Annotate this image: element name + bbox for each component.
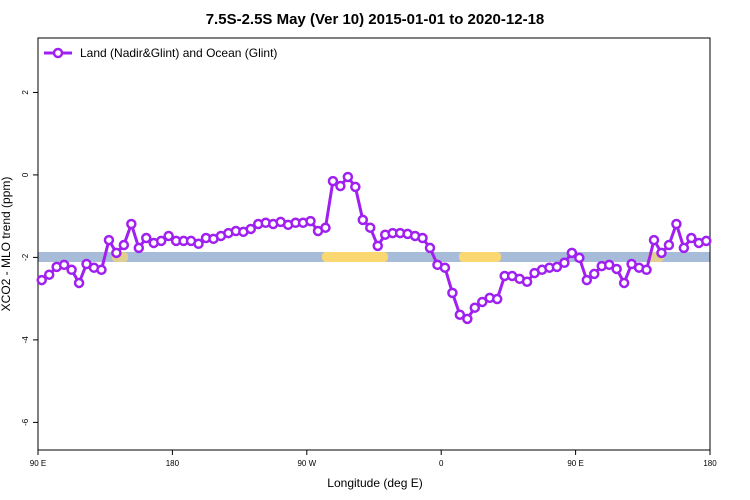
data-point (491, 293, 503, 305)
data-point (462, 313, 473, 325)
data-point (372, 240, 383, 252)
data-point (566, 247, 578, 259)
data-point (589, 268, 600, 280)
data-point (574, 252, 585, 264)
land-segment (322, 252, 388, 262)
data-point (126, 218, 137, 230)
data-point (656, 247, 667, 259)
data-point (350, 181, 361, 193)
data-point (66, 264, 77, 276)
data-point (551, 261, 563, 273)
y-tick-label: 0 (21, 172, 30, 177)
x-tick-label: 90 W (297, 459, 316, 468)
data-point (447, 287, 458, 299)
data-point (163, 230, 174, 242)
data-point (342, 171, 354, 183)
data-point (454, 309, 466, 320)
x-axis-label: Longitude (deg E) (327, 476, 422, 490)
x-tick-label: 90 E (30, 459, 46, 468)
x-tick-label: 180 (166, 459, 180, 468)
data-point (581, 274, 593, 286)
data-point (73, 277, 85, 289)
chart-title: 7.5S-2.5S May (Ver 10) 2015-01-01 to 202… (206, 11, 545, 28)
data-point (193, 238, 204, 250)
data-point (103, 234, 115, 246)
data-point (663, 239, 675, 251)
legend-label: Land (Nadir&Glint) and Ocean (Glint) (80, 46, 277, 60)
data-point (327, 175, 339, 187)
x-tick-label: 180 (703, 459, 717, 468)
y-tick-label: -2 (21, 253, 30, 261)
data-point (439, 262, 451, 273)
data-point (305, 215, 316, 227)
data-point (118, 239, 130, 251)
data-point (417, 232, 428, 244)
data-point (133, 242, 145, 254)
data-point (96, 264, 107, 276)
data-point (686, 232, 697, 244)
land-segment (459, 252, 501, 262)
data-point (671, 218, 682, 230)
data-point (477, 296, 488, 308)
data-point (320, 222, 331, 233)
data-point (559, 257, 570, 269)
data-point (678, 242, 690, 254)
x-tick-label: 0 (439, 459, 444, 468)
data-point (357, 214, 369, 226)
data-point (641, 264, 652, 276)
data-point (58, 259, 70, 271)
data-point (365, 222, 376, 233)
y-tick-label: -4 (21, 336, 30, 344)
data-point (335, 180, 346, 192)
legend-marker (52, 47, 64, 59)
data-point (618, 277, 630, 289)
data-point (648, 234, 660, 246)
y-tick-label: 2 (21, 90, 30, 95)
data-point (141, 232, 152, 244)
data-point (155, 235, 167, 247)
data-point (701, 235, 712, 247)
x-tick-label: 90 E (567, 459, 583, 468)
data-point (424, 242, 436, 254)
data-point (611, 263, 622, 275)
data-point (603, 259, 615, 271)
data-point (245, 223, 257, 235)
data-point (43, 269, 55, 280)
data-point (36, 274, 47, 286)
data-point (521, 276, 533, 287)
y-tick-label: -6 (21, 418, 30, 426)
y-axis-label: XCO2 - MLO trend (ppm) (0, 177, 13, 312)
data-point (111, 247, 122, 259)
data-point (469, 302, 481, 313)
legend: Land (Nadir&Glint) and Ocean (Glint) (44, 46, 277, 60)
